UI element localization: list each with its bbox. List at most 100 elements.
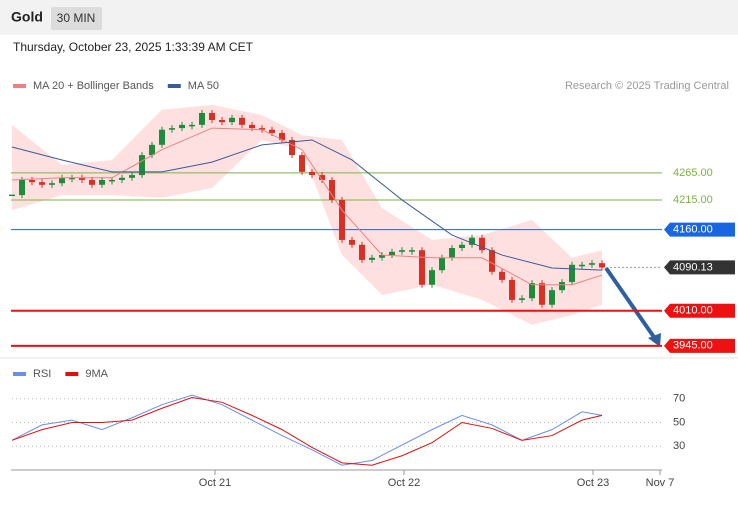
candle [409,250,415,252]
legend-label: RSI [33,368,51,380]
candle [499,271,505,280]
candle [339,199,345,240]
price-tag [664,260,735,275]
candle [569,264,575,283]
x-tick-label: Oct 22 [388,477,420,489]
candle [589,263,595,265]
candle [159,129,165,145]
price-tag-label: 4010.00 [673,305,713,317]
legend-label: MA 50 [188,80,219,92]
candle [299,155,305,172]
candle [399,250,405,252]
legend-swatch [13,84,26,88]
forecast-arrow [604,266,658,342]
candle [9,194,15,197]
forecast-arrow-head [648,333,661,347]
price-tag-label: 4160.00 [673,224,713,236]
price-tag-label: 4090.13 [673,261,713,273]
x-tick-label: Nov 7 [646,477,675,489]
candle [119,177,125,180]
candle [209,112,215,120]
candle [229,117,235,123]
price-tag-label: 3945.00 [673,340,713,352]
candle [319,175,325,180]
candle [429,270,435,285]
candle [389,251,395,256]
candle [529,283,535,299]
candle [179,124,185,129]
legend-label: MA 20 + Bollinger Bands [33,80,154,92]
candle [149,144,155,156]
candle [599,263,605,268]
price-level-label: 4265.00 [673,167,713,179]
candle [579,264,585,267]
candle [539,283,545,305]
candle [279,132,285,140]
candle [309,171,315,176]
candle [479,237,485,251]
legend-label: 9MA [85,368,108,380]
moving-average [11,127,603,286]
indicator-line [11,394,603,466]
candle [169,128,175,130]
timestamp: Thursday, October 23, 2025 1:33:39 AM CE… [13,40,254,54]
bollinger-band [12,104,602,325]
candle [329,179,335,200]
candle [49,183,55,185]
timeframe-button[interactable] [51,7,102,30]
candle [469,237,475,245]
candle [259,128,265,130]
candle [489,250,495,272]
y-tick-label: 50 [673,416,685,428]
candle [99,179,105,185]
source: Research © 2025 Trading Central [565,80,729,92]
candle [129,175,135,178]
price-level-label: 4215.00 [673,194,713,206]
candle [19,179,25,196]
timeframe[interactable]: 30 MIN [57,11,96,25]
candle [189,124,195,127]
candle [139,155,145,176]
legend-swatch [13,372,26,376]
legend-swatch [65,372,79,376]
price-tag [664,303,735,318]
candle [89,179,95,185]
candle [519,298,525,300]
candle [59,177,65,184]
candle [269,129,275,133]
header-bar [0,0,738,35]
candle [419,250,425,285]
candle [449,248,455,258]
price-tag [664,338,735,353]
candle [199,112,205,125]
candle [39,182,45,185]
candle [379,255,385,258]
candle [289,139,295,156]
indicator-line [11,397,603,466]
candle [439,257,445,271]
candle [349,239,355,245]
y-tick-label: 70 [673,393,685,405]
candle [559,282,565,291]
candle [459,244,465,249]
candle [79,177,85,180]
candle [219,119,225,123]
candle [29,179,35,183]
candle [109,179,115,182]
candle [369,257,375,260]
candle [239,117,245,125]
instrument-title: Gold [11,9,43,25]
moving-average [11,139,603,271]
candle [359,244,365,260]
x-tick-label: Oct 21 [199,477,231,489]
y-tick-label: 30 [673,440,685,452]
candle [509,279,515,300]
price-tag [664,222,735,237]
candle [69,177,75,180]
candle [249,124,255,129]
legend-swatch [167,84,181,88]
candle [549,290,555,305]
